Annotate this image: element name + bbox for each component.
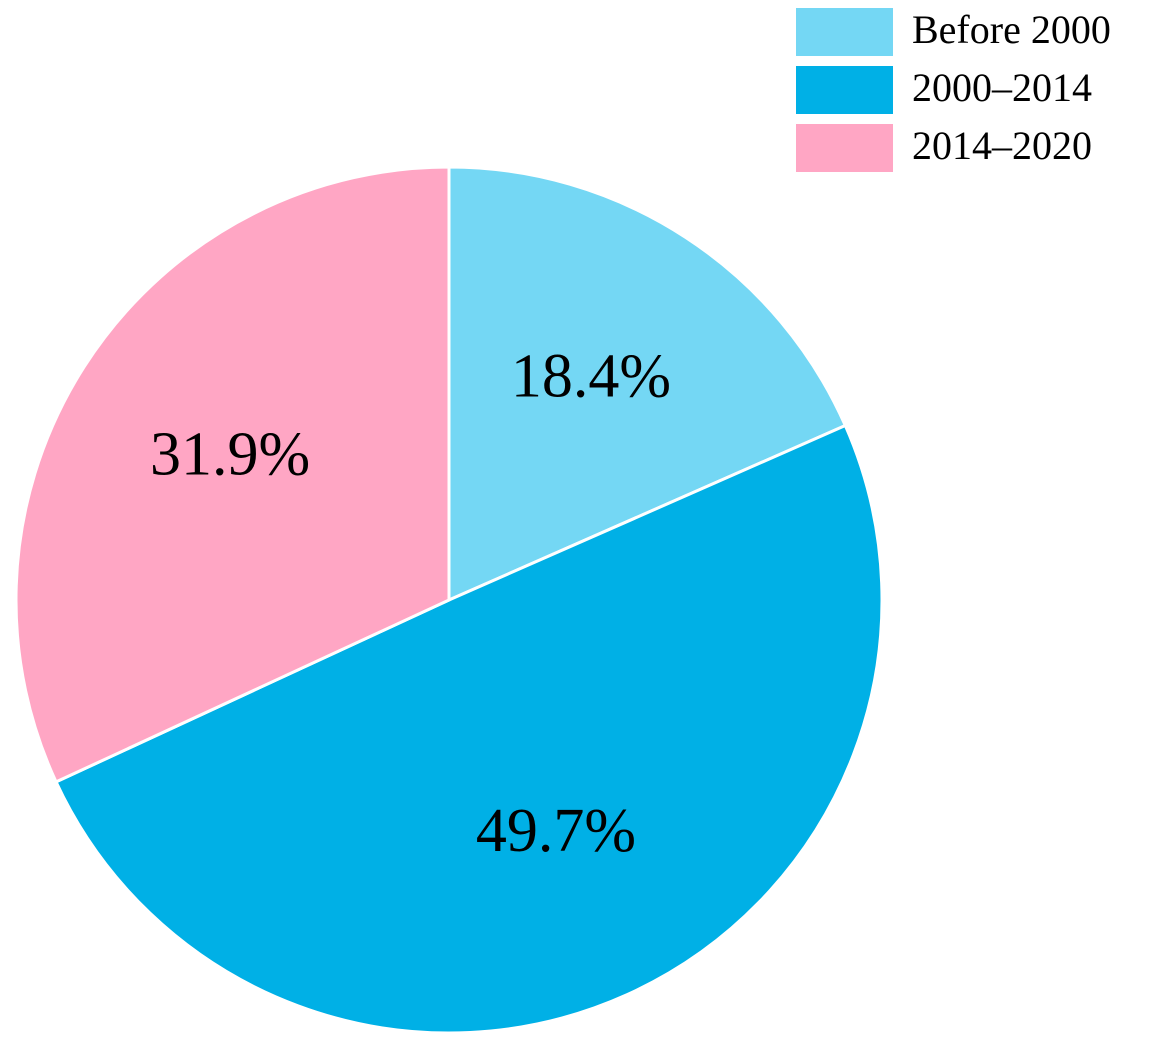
pie-slice <box>14 165 451 784</box>
legend-label: 2000–2014 <box>912 65 1092 110</box>
legend-swatch <box>796 124 893 172</box>
value-label: 18.4% <box>511 343 671 411</box>
legend-label: Before 2000 <box>912 7 1111 52</box>
pie-slice <box>54 423 884 1035</box>
pie-slice <box>447 165 848 603</box>
legend-label: 2014–2020 <box>912 123 1092 168</box>
value-label: 31.9% <box>150 420 310 488</box>
legend-swatch <box>796 66 893 114</box>
legend-swatch <box>796 8 893 56</box>
value-label: 49.7% <box>476 797 636 865</box>
